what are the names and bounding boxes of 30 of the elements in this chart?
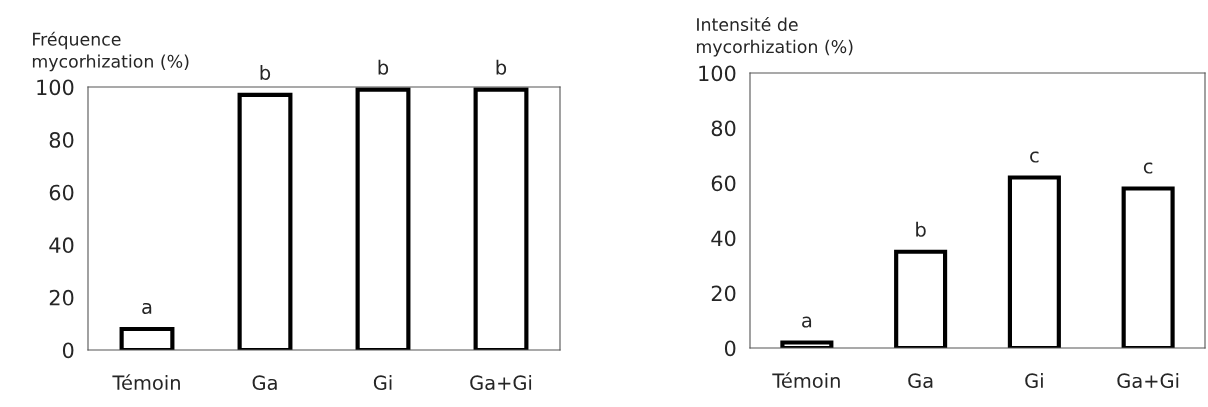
annotation: b [378,59,389,75]
x-tick-label: Ga [252,375,277,391]
annotation: c [1143,162,1153,174]
x-tick-label: Ga [908,373,933,389]
y-tick-label: 20 [49,289,74,306]
x-tick-label: Gi [373,375,392,391]
x-tick-label: Témoin [772,372,840,389]
y-axis-title: Fréquence mycorhization (%) [32,31,189,72]
annotation: b [916,221,926,237]
y-tick-label: 60 [49,184,74,201]
y-tick-label: 60 [711,175,736,192]
y-tick-label: 0 [724,340,736,357]
y-tick-label: 40 [711,230,736,247]
y-tick-label: 100 [37,79,74,96]
annotation: b [260,64,271,81]
annotation: a [802,316,812,328]
y-tick-label: 20 [711,285,736,302]
y-tick-label: 40 [49,237,74,254]
y-tick-label: 80 [49,132,74,148]
y-tick-label: 80 [711,120,736,137]
annotation: a [142,302,152,315]
x-tick-label: Gi [1025,373,1043,389]
x-tick-label: Ga+Gi [470,375,532,391]
annotation: c [1030,151,1039,163]
y-tick-label: 0 [62,342,74,359]
x-tick-label: Ga+Gi [1117,373,1179,389]
annotation: b [496,59,507,75]
x-tick-label: Témoin [112,374,180,391]
y-tick-label: 100 [699,65,736,82]
y-axis-title: Intensité de mycorhization (%) [696,16,853,57]
